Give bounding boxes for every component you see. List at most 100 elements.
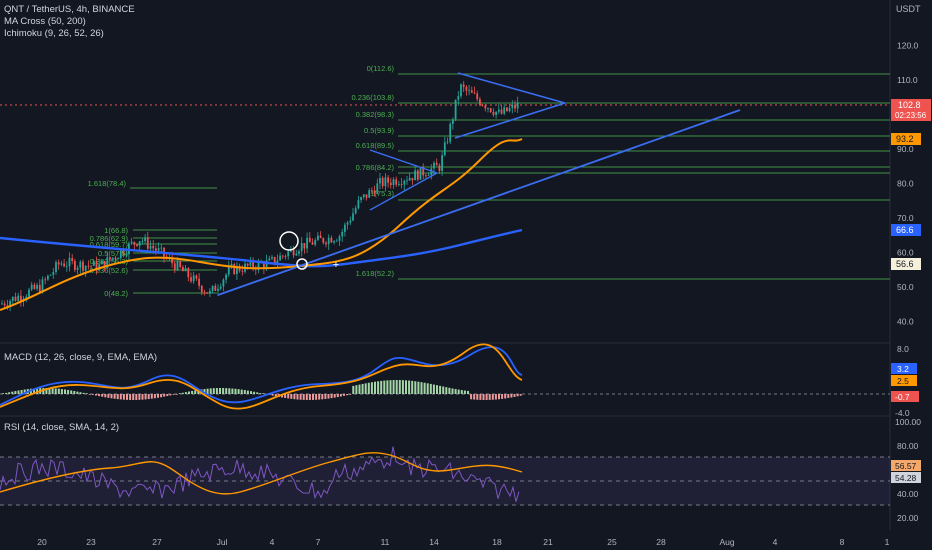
candle-body — [136, 244, 138, 246]
macd-histogram-bar — [67, 389, 70, 394]
macd-histogram-bar — [374, 381, 376, 394]
candle-body — [476, 93, 479, 100]
macd-histogram-bar — [150, 394, 153, 399]
price-tick: 60.0 — [897, 248, 914, 258]
macd-histogram-bar — [476, 394, 479, 400]
fib-label: 0.618(59.7) — [90, 240, 129, 249]
macd-histogram-bar — [70, 390, 73, 394]
candle-body — [292, 248, 295, 256]
macd-histogram-bar — [60, 389, 63, 394]
candle-body — [149, 245, 152, 249]
ma-fast-badge — [891, 133, 921, 145]
candle-body — [33, 284, 36, 289]
candle-body — [438, 165, 441, 171]
pennant-lower — [369, 172, 438, 211]
fib-label: 1(66.8) — [104, 226, 128, 235]
candle-body — [306, 237, 308, 249]
candle-body — [354, 208, 357, 214]
macd-histogram-bar — [274, 394, 277, 397]
candle-body — [209, 290, 211, 294]
macd-histogram-bar — [175, 394, 178, 395]
candle-body — [30, 284, 33, 290]
candle-body — [25, 296, 28, 299]
macd-histogram-bar — [23, 389, 26, 394]
candle-body — [222, 279, 225, 287]
macd-histogram-bar — [172, 394, 175, 395]
candle-body — [452, 119, 454, 124]
candle-body — [389, 182, 392, 186]
candle-body — [411, 177, 414, 181]
macd-histogram-bar — [358, 384, 361, 394]
macd-histogram-bar — [349, 394, 352, 395]
macd-histogram-bar — [398, 380, 401, 394]
candle-body — [276, 260, 279, 264]
macd-histogram-bar — [426, 383, 429, 394]
macd-histogram-bar — [116, 394, 119, 400]
macd-histogram-bar — [256, 392, 259, 394]
candle-body — [430, 168, 433, 176]
candle-body — [87, 265, 90, 267]
macd-histogram-bar — [370, 382, 373, 394]
candle-body — [317, 235, 319, 241]
macd-pane — [0, 343, 523, 410]
fib-label: 0.618(89.5) — [356, 141, 395, 150]
rsi-pane — [0, 446, 523, 502]
fib-label: 1.618(78.4) — [88, 179, 127, 188]
macd-histogram-bar — [188, 391, 190, 394]
macd-histogram-bar — [352, 385, 355, 394]
candle-body — [230, 264, 233, 267]
candle-body — [9, 300, 11, 307]
macd-histogram-bar — [414, 381, 417, 394]
candle-body — [68, 258, 71, 267]
candle-body — [71, 258, 74, 261]
price-pane[interactable] — [0, 0, 890, 340]
macd-histogram-bar — [519, 394, 522, 396]
rsi-tick-40: 40.00 — [897, 489, 919, 499]
macd-histogram-bar — [318, 394, 321, 400]
macd-histogram-bar — [222, 388, 225, 394]
time-tick: 18 — [492, 537, 502, 547]
candle-body — [376, 183, 379, 194]
time-tick: 14 — [429, 537, 439, 547]
fib-label: 0.236(103.8) — [351, 93, 394, 102]
candle-body — [246, 263, 249, 266]
macd-histogram-bar — [206, 388, 209, 394]
macd-histogram-bar — [327, 394, 330, 399]
macd-tick-bottom: -4.0 — [895, 408, 910, 418]
candle-body — [141, 241, 144, 242]
candle-body — [460, 84, 462, 97]
macd-histogram-bar — [442, 386, 445, 394]
candle-body — [241, 270, 244, 272]
candle-body — [381, 177, 384, 187]
macd-histogram-bar — [82, 392, 85, 394]
macd-histogram-bar — [467, 390, 469, 394]
macd-histogram-bar — [364, 383, 367, 394]
candle-body — [443, 142, 446, 156]
candle-body — [227, 266, 230, 275]
macd-histogram-bar — [439, 385, 442, 394]
last-price-badge — [891, 99, 931, 121]
rsi-ma-line — [0, 452, 523, 495]
macd-histogram-bar — [135, 394, 138, 400]
macd-histogram-bar — [498, 394, 500, 400]
candle-body — [20, 295, 22, 301]
macd-histogram-bar — [113, 394, 116, 399]
time-axis[interactable]: 20 23 27 Jul 4 7 11 14 18 21 25 28 Aug 4 8 1 — [37, 537, 889, 547]
macd-tick-top: 8.0 — [897, 344, 909, 354]
candle-body — [516, 102, 519, 109]
triangle-lower — [454, 102, 566, 139]
candle-body — [55, 262, 57, 272]
candle-body — [268, 258, 271, 261]
pennant-upper — [369, 149, 438, 174]
rsi-tick-80: 80.00 — [897, 441, 919, 451]
ma-200-line — [0, 228, 523, 268]
macd-histogram-bar — [215, 388, 218, 394]
macd-histogram-bar — [98, 394, 101, 397]
candle-body — [206, 292, 209, 294]
fib-label: 0.5(57.5) — [98, 249, 129, 258]
candle-body — [200, 285, 203, 293]
macd-histogram-bar — [485, 394, 488, 400]
candle-body — [368, 190, 371, 198]
